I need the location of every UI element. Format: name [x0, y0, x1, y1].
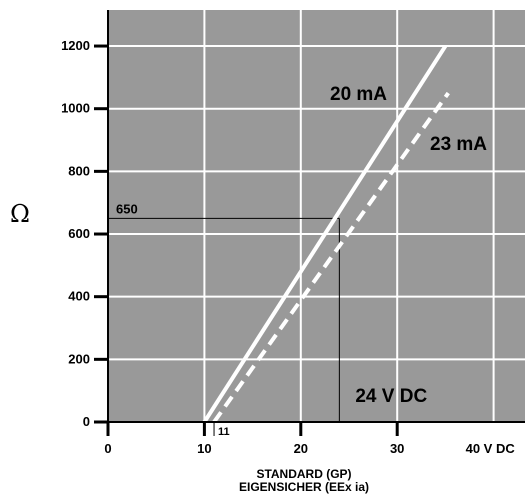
plot-area [108, 10, 525, 422]
y-tick-label: 600 [68, 226, 90, 241]
series-label-20ma: 20 mA [330, 84, 387, 105]
y-tick-label: 800 [68, 163, 90, 178]
x-axis-title-line: EIGENSICHER (EEx ia) [239, 480, 369, 494]
annotation-11: 11 [218, 426, 230, 438]
y-tick-label: 1000 [61, 101, 90, 116]
x-tick-label: 30 [390, 441, 404, 456]
x-tick-label: 40 V DC [466, 441, 516, 456]
reference-lines [108, 217, 340, 422]
y-tick-label: 1200 [61, 38, 90, 53]
series-line-2 [212, 91, 450, 424]
series-layer [202, 44, 450, 424]
x-tick-label: 10 [197, 441, 211, 456]
annotation-650: 650 [116, 201, 138, 216]
series-label-23ma: 23 mA [430, 134, 487, 155]
x-axis-title-line: STANDARD (GP) [256, 467, 351, 481]
y-tick-label: 400 [68, 289, 90, 304]
series-line-1 [202, 44, 448, 424]
x-tick-label: 0 [104, 441, 111, 456]
y-tick-label: 0 [83, 414, 90, 429]
y-axis-label: Ω [10, 200, 30, 228]
y-tick-label: 200 [68, 351, 90, 366]
label-layer: 0 200 400 600 800 1000 1200 0 10 20 30 40 V DC 11 650… [10, 38, 515, 494]
grid-layer [108, 10, 525, 422]
x-tick-label: 20 [294, 441, 308, 456]
axis-layer [94, 10, 525, 436]
annotation-24vdc: 24 V DC [355, 386, 427, 407]
